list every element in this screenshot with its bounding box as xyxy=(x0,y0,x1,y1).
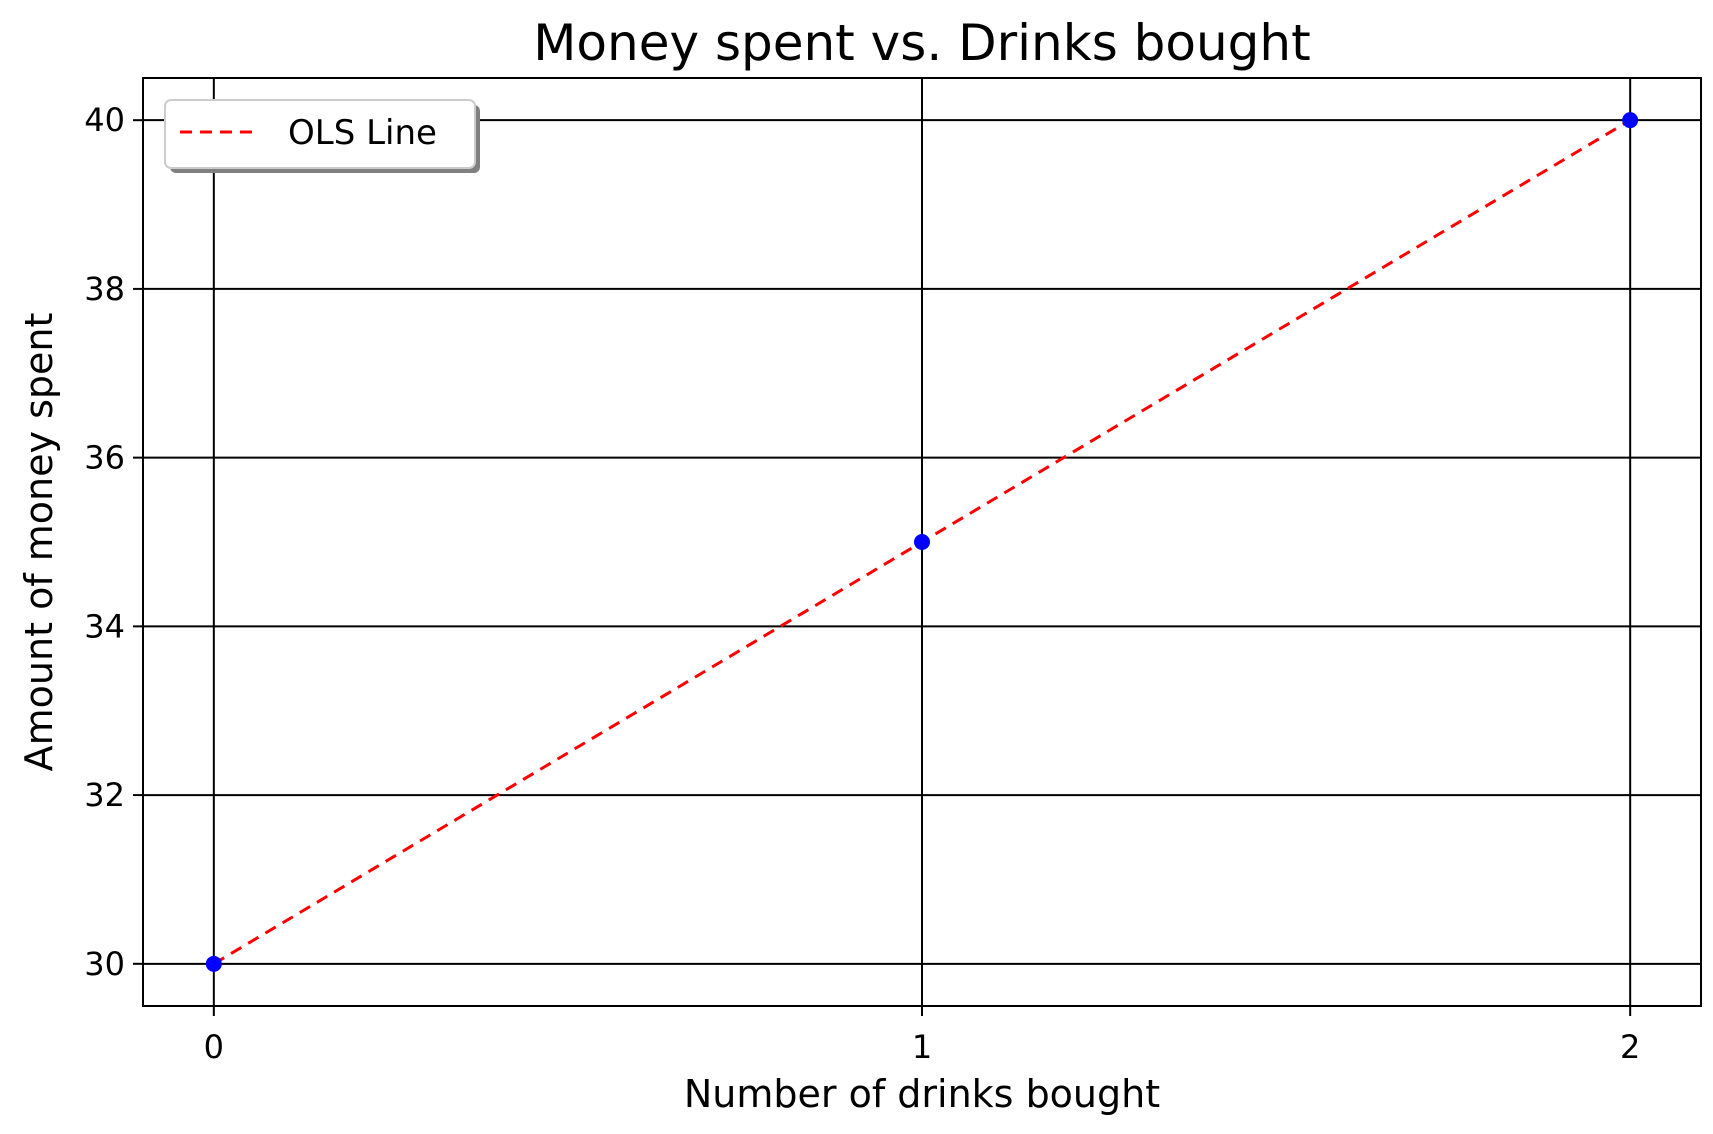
y-tick-label-3: 36 xyxy=(84,439,125,477)
data-point-2 xyxy=(1622,112,1639,129)
x-tick-label-0: 0 xyxy=(204,1028,224,1066)
y-tick-label-2: 34 xyxy=(84,607,125,645)
legend-label-ols-line: OLS Line xyxy=(288,113,437,153)
y-axis-label: Amount of money spent xyxy=(17,313,61,772)
chart-title: Money spent vs. Drinks bought xyxy=(533,14,1310,72)
data-point-1 xyxy=(914,534,930,550)
x-axis-label: Number of drinks bought xyxy=(684,1072,1160,1116)
y-tick-label-0: 30 xyxy=(84,945,125,983)
legend-box xyxy=(164,99,476,169)
ticks-layer: 0 1 2 30 32 34 36 38 40 xyxy=(84,101,1640,1066)
x-tick-label-2: 2 xyxy=(1620,1028,1640,1066)
points-layer xyxy=(205,112,1639,972)
data-point-0 xyxy=(205,955,222,972)
y-tick-label-5: 40 xyxy=(84,101,125,139)
legend: OLS Line xyxy=(164,99,480,173)
plot-frame xyxy=(142,77,1702,1007)
y-tick-label-4: 38 xyxy=(84,270,125,308)
x-tick-label-1: 1 xyxy=(912,1028,932,1066)
y-tick-label-1: 32 xyxy=(84,776,125,814)
